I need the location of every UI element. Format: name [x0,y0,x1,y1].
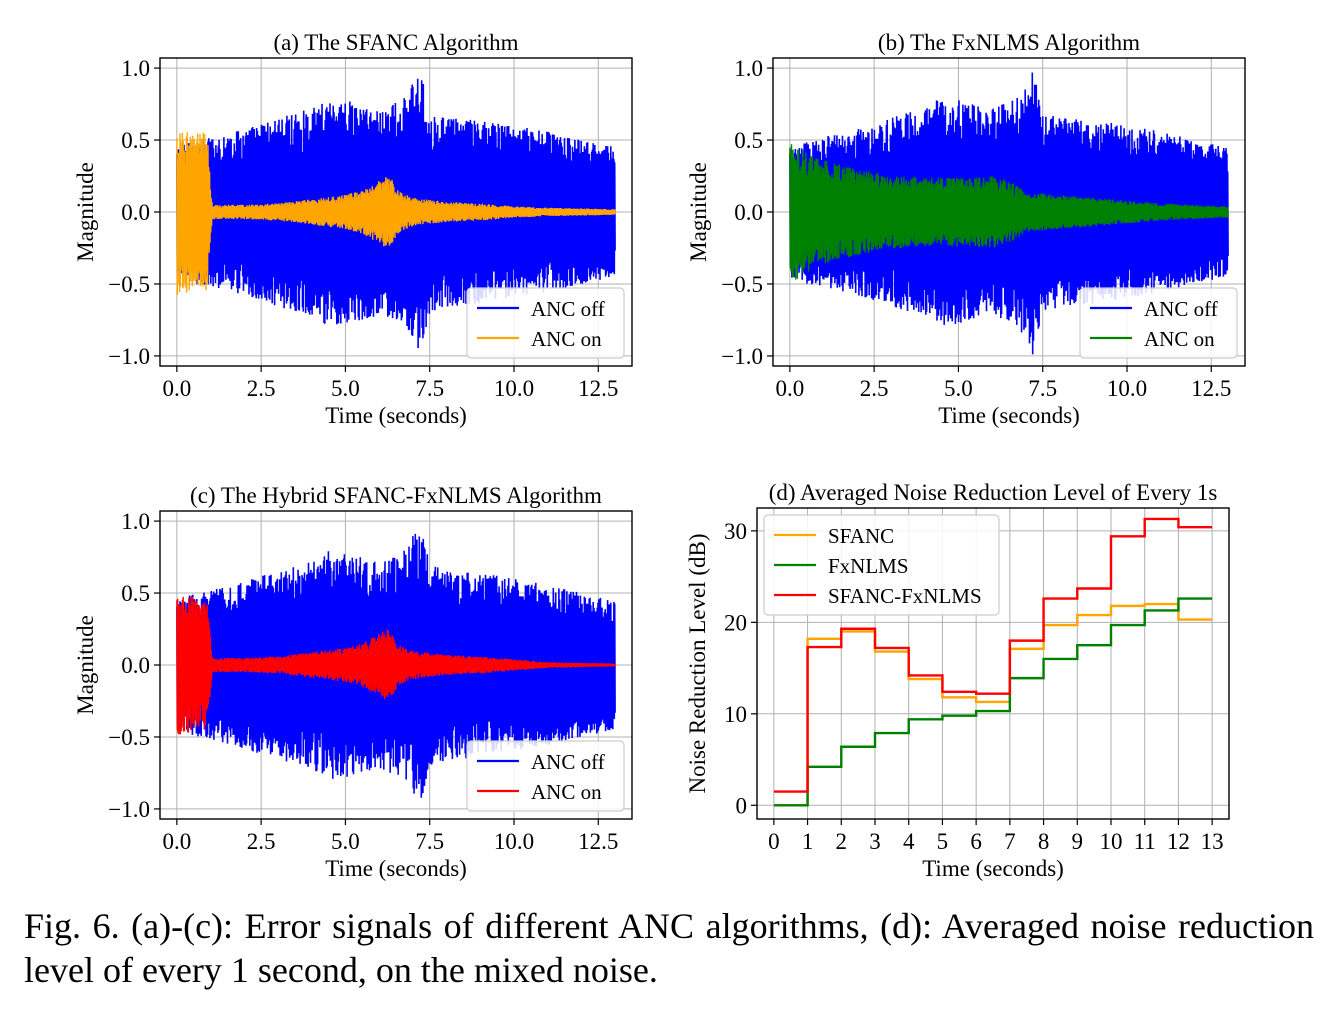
x-tick-label: 10 [1100,829,1123,854]
legend-box [466,287,625,359]
x-tick-label: 12 [1167,829,1190,854]
x-tick-label: 10.0 [1107,376,1147,401]
y-tick-label: 0.5 [734,128,763,153]
y-axis-label: Magnitude [686,162,711,262]
x-tick-label: 10.0 [494,829,534,854]
x-tick-label: 2.5 [247,829,276,854]
y-tick-label: 0.5 [121,581,150,606]
legend [466,287,625,359]
y-tick-label: −0.5 [108,725,150,750]
x-tick-label: 11 [1134,829,1156,854]
x-tick-label: 9 [1072,829,1084,854]
plot-area [789,72,1229,355]
panel-a [154,57,633,372]
legend-label: ANC off [1144,297,1218,321]
x-tick-label: 2.5 [860,376,889,401]
x-tick-label: 5.0 [331,829,360,854]
x-tick-label: 1 [802,829,814,854]
legend-label: ANC on [1144,327,1215,351]
x-tick-label: 5 [937,829,949,854]
x-tick-label: 0 [768,829,780,854]
x-axis-label: Time (seconds) [325,856,467,881]
x-tick-label: 13 [1201,829,1224,854]
x-tick-label: 2 [836,829,848,854]
x-tick-label: 0.0 [775,376,804,401]
x-tick-label: 7.5 [415,376,444,401]
plot-area [773,517,1213,807]
x-axis-label: Time (seconds) [938,403,1080,428]
figure: 0.0 2.5 5.0 7.5 10.0 12.5−1.0−0.50.00.51.0(a)… [73,30,1246,881]
x-tick-label: 3 [869,829,881,854]
legend-label: FxNLMS [828,554,909,578]
y-tick-label: −1.0 [721,344,763,369]
legend-label: SFANC [828,524,894,548]
panel-title: (c) The Hybrid SFANC-FxNLMS Algorithm [190,483,602,508]
y-tick-label: −1.0 [108,797,150,822]
legend [466,740,625,812]
x-tick-label: 2.5 [247,376,276,401]
axes-frame [756,507,1230,820]
x-tick-label: 5.0 [331,376,360,401]
y-tick-label: 0.5 [121,128,150,153]
y-axis-label: Noise Reduction Level (dB) [685,534,710,794]
y-tick-label: 10 [724,702,747,727]
x-tick-label: 6 [970,829,982,854]
legend-box [1079,287,1238,359]
y-tick-label: 1.0 [734,56,763,81]
series-line-sfanc [773,602,1213,807]
panel-title: (a) The SFANC Algorithm [273,30,518,55]
panel-d [751,507,1230,825]
y-tick-label: 1.0 [121,56,150,81]
x-tick-label: 7 [1004,829,1016,854]
panel-title: (d) Averaged Noise Reduction Level of Ev… [769,480,1218,505]
legend-label: ANC on [531,327,602,351]
signal-anc-on [176,132,616,296]
x-tick-label: 0.0 [162,829,191,854]
legend [1079,287,1238,359]
panel-b [767,57,1246,372]
x-tick-label: 12.5 [578,376,618,401]
legend-label: ANC off [531,297,605,321]
y-tick-label: −1.0 [108,344,150,369]
x-tick-label: 12.5 [578,829,618,854]
legend-label: SFANC-FxNLMS [828,584,982,608]
y-tick-label: 30 [724,519,747,544]
x-axis-label: Time (seconds) [325,403,467,428]
y-tick-label: 0.0 [121,200,150,225]
y-tick-label: −0.5 [721,272,763,297]
legend-box [763,514,1000,616]
y-tick-label: 0 [736,793,748,818]
plot-area [176,78,616,349]
x-tick-label: 4 [903,829,915,854]
signal-anc-on [789,144,1229,280]
x-tick-label: 7.5 [415,829,444,854]
x-tick-label: 12.5 [1191,376,1231,401]
y-axis-label: Magnitude [73,162,98,262]
legend-label: ANC off [531,750,605,774]
panel-title: (b) The FxNLMS Algorithm [878,30,1140,55]
x-axis-label: Time (seconds) [922,856,1064,881]
legend [763,514,1000,616]
y-tick-label: 0.0 [121,653,150,678]
x-tick-label: 10.0 [494,376,534,401]
x-tick-label: 7.5 [1028,376,1057,401]
series-line-fxnlms [773,597,1213,807]
y-tick-label: −0.5 [108,272,150,297]
x-tick-label: 5.0 [944,376,973,401]
plot-area [176,533,616,798]
y-tick-label: 0.0 [734,200,763,225]
y-tick-label: 20 [724,610,747,635]
signal-anc-on [176,596,616,735]
y-axis-label: Magnitude [73,615,98,715]
x-tick-label: 8 [1038,829,1050,854]
legend-label: ANC on [531,780,602,804]
x-tick-label: 0.0 [162,376,191,401]
y-tick-label: 1.0 [121,509,150,534]
series-line-sfanc-fxnlms [773,517,1213,793]
figure-caption: Fig. 6. (a)-(c): Error signals of differ… [24,906,1314,990]
legend-box [466,740,625,812]
panel-c [154,510,633,825]
